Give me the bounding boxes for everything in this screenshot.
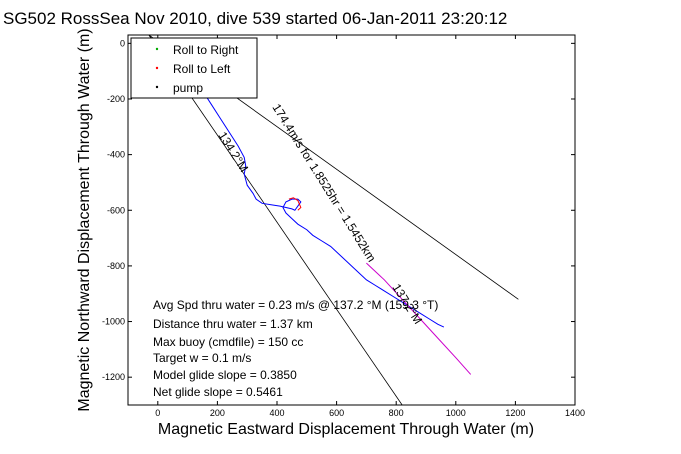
y-tick-label: -400 [107,150,125,160]
stat-max-buoy: Max buoy (cmdfile) = 150 cc [153,335,303,349]
x-tick-label: 600 [329,408,344,418]
legend-box [130,37,258,99]
x-tick-label: 400 [269,408,284,418]
legend: Roll to Right Roll to Left pump [130,37,258,99]
x-tick-label: 800 [389,408,404,418]
legend-label-roll-right: Roll to Right [173,43,239,57]
stat-target-w: Target w = 0.1 m/s [153,351,251,365]
x-tick-label: 1000 [446,408,466,418]
series-line-4 [366,262,472,375]
stats-block: Avg Spd thru water = 0.23 m/s @ 137.2 °M… [153,298,438,399]
stat-net-glide: Net glide slope = 0.5461 [153,385,283,399]
x-tick-label: 0 [155,408,160,418]
legend-label-pump: pump [173,81,203,95]
y-tick-label: -1200 [102,372,125,382]
stat-avg-speed: Avg Spd thru water = 0.23 m/s @ 137.2 °M… [153,298,438,312]
y-tick-label: -1000 [102,317,125,327]
y-tick-label: -600 [107,205,125,215]
legend-marker-pump [155,85,159,89]
axes-box [127,34,576,406]
x-tick-label: 1200 [505,408,525,418]
y-axis-label: Magnetic Northward Displacement Through … [76,28,93,411]
legend-label-roll-left: Roll to Left [173,62,231,76]
series-line-3 [288,197,302,211]
y-tick-label: -800 [107,261,125,271]
stat-distance: Distance thru water = 1.37 km [153,317,313,331]
x-tick-label: 200 [210,408,225,418]
chart-title: SG502 RossSea Nov 2010, dive 539 started… [3,9,507,28]
x-tick-label: 1400 [565,408,585,418]
y-tick-label: 0 [120,38,125,48]
x-axis-label: Magnetic Eastward Displacement Through W… [158,421,534,438]
stat-model-glide: Model glide slope = 0.3850 [153,368,297,382]
legend-marker-roll-right [155,47,159,51]
legend-marker-roll-left [155,66,159,70]
y-tick-label: -200 [107,94,125,104]
series-line-1 [163,37,445,328]
